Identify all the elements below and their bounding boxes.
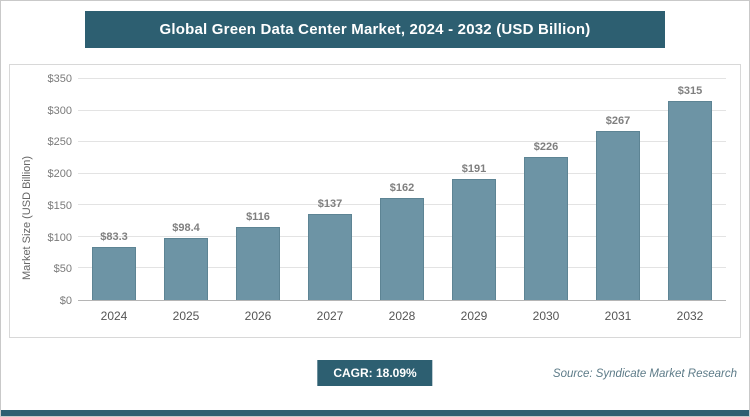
gridline xyxy=(78,109,726,111)
chart-frame: Market Size (USD Billion) $0 $50 $100 $150 $… xyxy=(9,64,741,338)
source-attribution: Source: Syndicate Market Research xyxy=(552,368,737,380)
bar-column: $226 xyxy=(510,79,582,300)
y-tick-label: $300 xyxy=(47,104,72,117)
bar-value-label: $83.3 xyxy=(100,231,128,244)
bottom-accent-strip xyxy=(1,410,749,416)
x-tick-label: 2026 xyxy=(244,309,272,323)
plot-area: $83.3 $98.4 $116 $137 $162 $191 $226 $267 $315 xyxy=(78,78,726,301)
bar-column: $267 xyxy=(582,79,654,300)
bar-2025: $98.4 xyxy=(164,222,208,300)
footer: CAGR: 18.09% Source: Syndicate Market Re… xyxy=(1,356,749,396)
x-tick-label: 2032 xyxy=(676,309,704,323)
plot-wrap: $83.3 $98.4 $116 $137 $162 $191 $226 $267 $315 2… xyxy=(78,78,726,331)
bar-value-label: $267 xyxy=(605,115,631,128)
bar-2028: $162 xyxy=(380,182,424,300)
bar-value-label: $162 xyxy=(389,181,415,194)
y-tick-label: $100 xyxy=(47,231,72,244)
bar-2031: $267 xyxy=(596,115,640,300)
bar-2030: $226 xyxy=(524,141,568,300)
bars-row: $83.3 $98.4 $116 $137 $162 $191 $226 $267 $315 xyxy=(78,79,726,300)
chart-title: Global Green Data Center Market, 2024 - … xyxy=(85,11,665,48)
x-tick-label: 2025 xyxy=(172,309,200,323)
x-axis-labels: 2024 2025 2026 2027 2028 2029 2030 2031 2032 xyxy=(78,301,726,331)
x-tick-label: 2024 xyxy=(100,309,128,323)
bar-value-label: $98.4 xyxy=(172,221,200,234)
bar-2024: $83.3 xyxy=(92,231,136,300)
bar-value-label: $226 xyxy=(533,141,559,154)
bar-value-label: $116 xyxy=(246,210,270,223)
bar-column: $98.4 xyxy=(150,79,222,300)
bar-2029: $191 xyxy=(452,163,496,300)
y-tick-label: $350 xyxy=(47,73,72,85)
bar-column: $162 xyxy=(366,79,438,300)
y-axis-title: Market Size (USD Billion) xyxy=(21,155,33,281)
bar-column: $137 xyxy=(294,79,366,300)
bar-2032: $315 xyxy=(668,85,712,300)
bar-value-label: $191 xyxy=(461,163,487,176)
bar-2027: $137 xyxy=(308,198,352,300)
x-tick-label: 2030 xyxy=(532,309,560,323)
x-tick-label: 2027 xyxy=(316,309,344,323)
y-tick-label: $50 xyxy=(53,263,72,276)
cagr-badge: CAGR: 18.09% xyxy=(317,360,433,386)
gridline xyxy=(78,172,726,174)
x-tick-label: 2029 xyxy=(460,309,488,323)
y-tick-label: $250 xyxy=(47,136,72,149)
bar-value-label: $315 xyxy=(677,85,703,98)
x-tick-label: 2031 xyxy=(604,309,632,323)
bar-column: $191 xyxy=(438,79,510,300)
bar-2026: $116 xyxy=(236,211,280,300)
y-axis-ticks: $0 $50 $100 $150 $200 $250 $300 $350 xyxy=(36,73,78,307)
x-tick-label: 2028 xyxy=(388,309,416,323)
gridline xyxy=(78,141,726,143)
gridline xyxy=(78,78,726,79)
bar-column: $83.3 xyxy=(78,79,150,300)
bar-value-label: $137 xyxy=(317,197,343,210)
bar-column: $315 xyxy=(654,79,726,300)
bar-column: $116 xyxy=(222,79,294,300)
y-tick-label: $200 xyxy=(47,168,72,181)
y-tick-label: $150 xyxy=(47,199,72,212)
y-tick-label: $0 xyxy=(59,295,72,307)
